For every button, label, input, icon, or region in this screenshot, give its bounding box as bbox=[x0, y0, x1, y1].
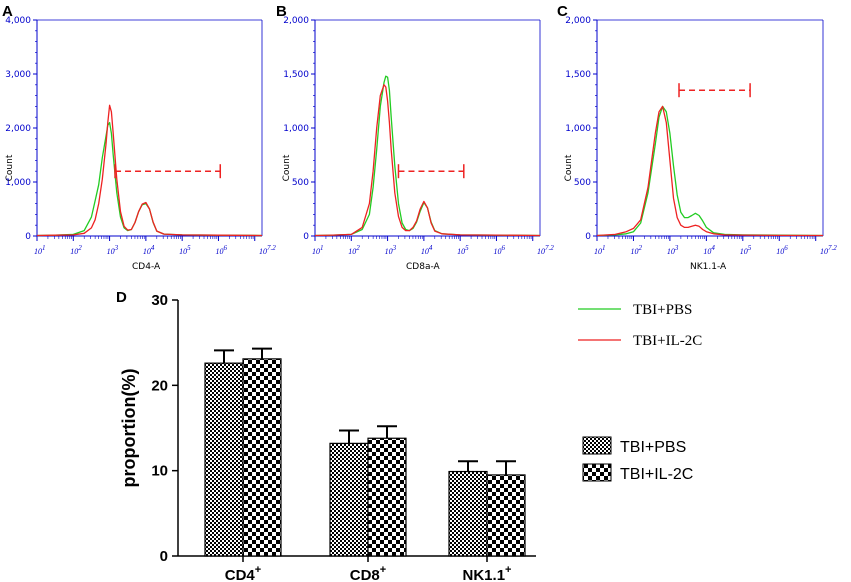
flow-c-xtick-label: 105 bbox=[740, 244, 752, 256]
flow-b-xtick-label: 107.2 bbox=[537, 244, 554, 256]
bar-ylabel: proportion(%) bbox=[119, 369, 139, 488]
panel-label-c: C bbox=[557, 3, 568, 20]
bar-cd8-pbs bbox=[329, 442, 369, 557]
flow-plot-c: Count NK1.1-A 0 500 1,000 1,500 2,000 101 102 1… bbox=[564, 16, 837, 272]
flow-a-xtick-label: 107.2 bbox=[259, 244, 276, 256]
flow-a-xtick-label: 101 bbox=[34, 244, 46, 256]
flow-c-xtick-label: 107.2 bbox=[820, 244, 837, 256]
flow-a-xtick-label: 103 bbox=[107, 244, 119, 256]
flow-c-line-il2c bbox=[596, 105, 824, 237]
flow-b-xtick-label: 102 bbox=[348, 244, 360, 256]
bar-cd4-il2c bbox=[242, 358, 282, 557]
flow-a-xlabel: CD4-A bbox=[132, 262, 161, 272]
bar-cd8-il2c bbox=[367, 437, 407, 557]
flow-a-xtick-label: 106 bbox=[215, 244, 227, 256]
flow-b-xtick-label: 106 bbox=[493, 244, 505, 256]
flow-c-xtick-label: 106 bbox=[776, 244, 788, 256]
flow-b-ytick-label: 500 bbox=[292, 178, 309, 188]
flow-a-ytick-label: 1,000 bbox=[5, 178, 31, 188]
flow-c-xtick-label: 103 bbox=[667, 244, 679, 256]
bar-category-label: CD4+ bbox=[225, 564, 261, 582]
panel-label-a: A bbox=[2, 3, 13, 20]
flow-c-ytick-label: 0 bbox=[585, 232, 591, 242]
legend-green-label: TBI+PBS bbox=[633, 302, 692, 318]
flow-b-line-il2c bbox=[314, 84, 541, 237]
flow-c-ytick-label: 2,000 bbox=[565, 16, 591, 26]
bar-legend-label-il2c: TBI+IL-2C bbox=[620, 466, 693, 483]
flow-b-ytick-label: 2,000 bbox=[283, 16, 309, 26]
flow-c-xlabel: NK1.1-A bbox=[690, 262, 727, 272]
flow-b-ytick-label: 1,000 bbox=[283, 124, 309, 134]
bar-nk11-il2c bbox=[486, 474, 526, 557]
flow-c-line-pbs bbox=[596, 105, 824, 237]
bar-legend-label-pbs: TBI+PBS bbox=[620, 439, 686, 456]
bar-legend: TBI+PBS TBI+IL-2C bbox=[582, 436, 693, 483]
flow-a-xtick-label: 104 bbox=[143, 244, 155, 256]
flow-c-xtick-label: 104 bbox=[703, 244, 715, 256]
flow-a-ytick-label: 3,000 bbox=[5, 70, 31, 80]
flow-b-xtick-label: 105 bbox=[457, 244, 469, 256]
flow-b-xtick-label: 103 bbox=[385, 244, 397, 256]
flow-plot-a: Count CD4-A 0 1,000 2,000 3,000 4,000 101 102 1… bbox=[5, 16, 276, 272]
flow-a-xtick-label: 102 bbox=[70, 244, 82, 256]
legend-red-label: TBI+IL-2C bbox=[633, 333, 702, 349]
flow-b-ytick-label: 1,500 bbox=[283, 70, 309, 80]
bar-ytick-label: 10 bbox=[151, 463, 168, 480]
flow-a-ytick-label: 4,000 bbox=[5, 16, 31, 26]
flow-b-xtick-label: 101 bbox=[312, 244, 324, 256]
flow-c-xtick-label: 102 bbox=[630, 244, 642, 256]
flow-c-xtick-label: 101 bbox=[594, 244, 606, 256]
flow-b-line-pbs bbox=[314, 75, 541, 237]
flow-c-ytick-label: 1,500 bbox=[565, 70, 591, 80]
bar-ytick-label: 30 bbox=[151, 292, 168, 309]
flow-b-xtick-label: 104 bbox=[421, 244, 433, 256]
bar-ytick-label: 20 bbox=[151, 377, 168, 394]
flow-b-ytick-label: 0 bbox=[303, 232, 309, 242]
bar-ytick-label: 0 bbox=[160, 548, 168, 565]
bar-legend-swatch-pbs bbox=[582, 436, 612, 455]
flow-b-ylabel: Count bbox=[282, 154, 292, 181]
flow-a-ytick-label: 2,000 bbox=[5, 124, 31, 134]
flow-c-ytick-label: 1,000 bbox=[565, 124, 591, 134]
flow-c-ylabel: Count bbox=[564, 154, 574, 181]
line-legend: TBI+PBS TBI+IL-2C bbox=[578, 302, 702, 349]
bar-category-label: CD8+ bbox=[350, 564, 386, 582]
flow-a-line-il2c bbox=[36, 104, 263, 237]
flow-a-xtick-label: 105 bbox=[179, 244, 191, 256]
panel-label-d: D bbox=[116, 289, 127, 306]
bar-category-label: NK1.1+ bbox=[463, 564, 512, 582]
flow-a-ylabel: Count bbox=[5, 154, 15, 181]
bar-cd4-pbs bbox=[204, 362, 244, 557]
flow-a-ytick-label: 0 bbox=[25, 232, 31, 242]
flow-b-xlabel: CD8a-A bbox=[406, 262, 441, 272]
flow-a-line-pbs bbox=[36, 121, 263, 237]
panel-label-b: B bbox=[276, 3, 287, 20]
bar-legend-swatch-il2c bbox=[582, 463, 612, 482]
bar-nk11-pbs bbox=[448, 470, 488, 557]
flow-plot-b: Count CD8a-A 0 500 1,000 1,500 2,000 101 102 10… bbox=[282, 16, 554, 272]
flow-c-ytick-label: 500 bbox=[574, 178, 591, 188]
bar-chart-d: proportion(%) 0 10 20 30 CD4+ CD8+ NK1.1+ bbox=[119, 292, 536, 582]
